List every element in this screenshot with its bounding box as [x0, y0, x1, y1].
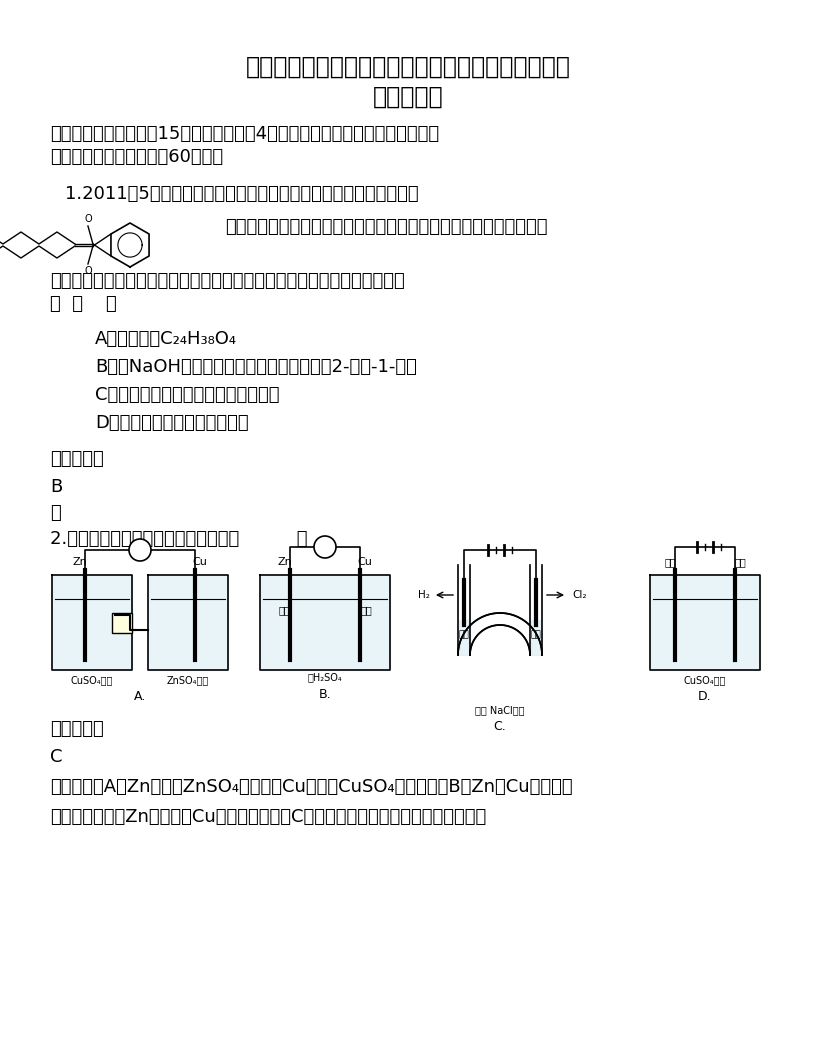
Text: ZnSO₄溶液: ZnSO₄溶液 [167, 675, 209, 685]
Text: D.: D. [698, 690, 712, 703]
Text: D．难溶于水，可溶于有机溶剂: D．难溶于水，可溶于有机溶剂 [95, 414, 249, 432]
Text: 精铜: 精铜 [664, 557, 676, 567]
Text: A．分子式为C₂₄H₃₈O₄: A．分子式为C₂₄H₃₈O₄ [95, 329, 237, 348]
Text: 参考答案：: 参考答案： [50, 720, 104, 738]
Text: 一、单选题（本大题共15个小题，每小题4分。在每小题给出的四个选项中，只: 一、单选题（本大题共15个小题，每小题4分。在每小题给出的四个选项中，只 [50, 125, 439, 143]
Text: 有一项符合题目要求，共60分。）: 有一项符合题目要求，共60分。） [50, 148, 223, 166]
Text: A: A [135, 545, 144, 555]
Text: 试题分析：A、Zn应放在ZnSO₄溶液中，Cu应放在CuSO₄中，错误；B、Zn、Cu、稀硫酸: 试题分析：A、Zn应放在ZnSO₄溶液中，Cu应放在CuSO₄中，错误；B、Zn… [50, 778, 573, 796]
Text: 饱和 NaCl溶液: 饱和 NaCl溶液 [475, 705, 525, 715]
Text: 2.下图有关电化学的示意图正确的是（          ）: 2.下图有关电化学的示意图正确的是（ ） [50, 530, 308, 548]
Text: Cu: Cu [193, 557, 207, 567]
Text: B．在NaOH溶液中水解会生成邻苯二甲酸与2-乙基-1-己醇: B．在NaOH溶液中水解会生成邻苯二甲酸与2-乙基-1-己醇 [95, 358, 417, 376]
Circle shape [314, 536, 336, 558]
Text: O: O [84, 266, 91, 276]
Bar [112, 612, 132, 633]
Polygon shape [531, 620, 541, 655]
Text: 而造成了人类史上最大的塑化剂污染事件，下面有关该物质的说法中错误的: 而造成了人类史上最大的塑化剂污染事件，下面有关该物质的说法中错误的 [50, 272, 405, 290]
Polygon shape [52, 576, 132, 670]
Text: 稀H₂SO₄: 稀H₂SO₄ [308, 672, 343, 682]
Text: A.: A. [134, 690, 146, 703]
Polygon shape [650, 576, 760, 670]
Polygon shape [260, 576, 390, 670]
Text: Zn: Zn [277, 557, 292, 567]
Text: 正极: 正极 [278, 605, 290, 615]
Text: 构成的原电池中Zn是负极，Cu是正极，错误；C、用石墨作电极电解饱和食盐水阳极得: 构成的原电池中Zn是负极，Cu是正极，错误；C、用石墨作电极电解饱和食盐水阳极得 [50, 808, 486, 826]
Text: C.: C. [494, 720, 507, 733]
Polygon shape [148, 576, 228, 670]
Text: 辽宁省大连市第五十七高级中学高二化学上学期期末: 辽宁省大连市第五十七高级中学高二化学上学期期末 [246, 55, 570, 79]
Text: B.: B. [319, 689, 331, 701]
Text: B: B [50, 478, 62, 496]
Text: CuSO₄溶液: CuSO₄溶液 [684, 675, 726, 685]
Text: 石墨: 石墨 [530, 630, 541, 639]
Text: CuSO₄溶液: CuSO₄溶液 [71, 675, 113, 685]
Text: Zn: Zn [73, 557, 87, 567]
Text: 石墨: 石墨 [459, 630, 469, 639]
Text: H₂: H₂ [418, 590, 430, 600]
Text: Cu: Cu [357, 557, 372, 567]
Text: O: O [84, 214, 91, 224]
Text: ，不法厂商将这种本是用于塑料生产的物质添加到饮料、食品中，从: ，不法厂商将这种本是用于塑料生产的物质添加到饮料、食品中，从 [225, 218, 548, 235]
Polygon shape [459, 620, 469, 655]
Circle shape [129, 539, 151, 561]
Polygon shape [458, 614, 542, 655]
Text: 是  （    ）: 是 （ ） [50, 295, 117, 313]
Text: 参考答案：: 参考答案： [50, 450, 104, 468]
Text: 粗铜: 粗铜 [734, 557, 746, 567]
Text: G: G [321, 542, 330, 552]
Text: 负极: 负极 [360, 605, 372, 615]
Text: 略: 略 [50, 504, 60, 522]
Text: 1.2011年5月下旬揭露出的台湾食品添加剂毒害事件中的核心物质为: 1.2011年5月下旬揭露出的台湾食品添加剂毒害事件中的核心物质为 [65, 185, 419, 203]
Text: Cl₂: Cl₂ [572, 590, 587, 600]
Text: 试题含解析: 试题含解析 [373, 84, 443, 109]
Text: C．该物质进入人体内会有害身体健康: C．该物质进入人体内会有害身体健康 [95, 386, 280, 404]
Text: C: C [50, 748, 63, 766]
